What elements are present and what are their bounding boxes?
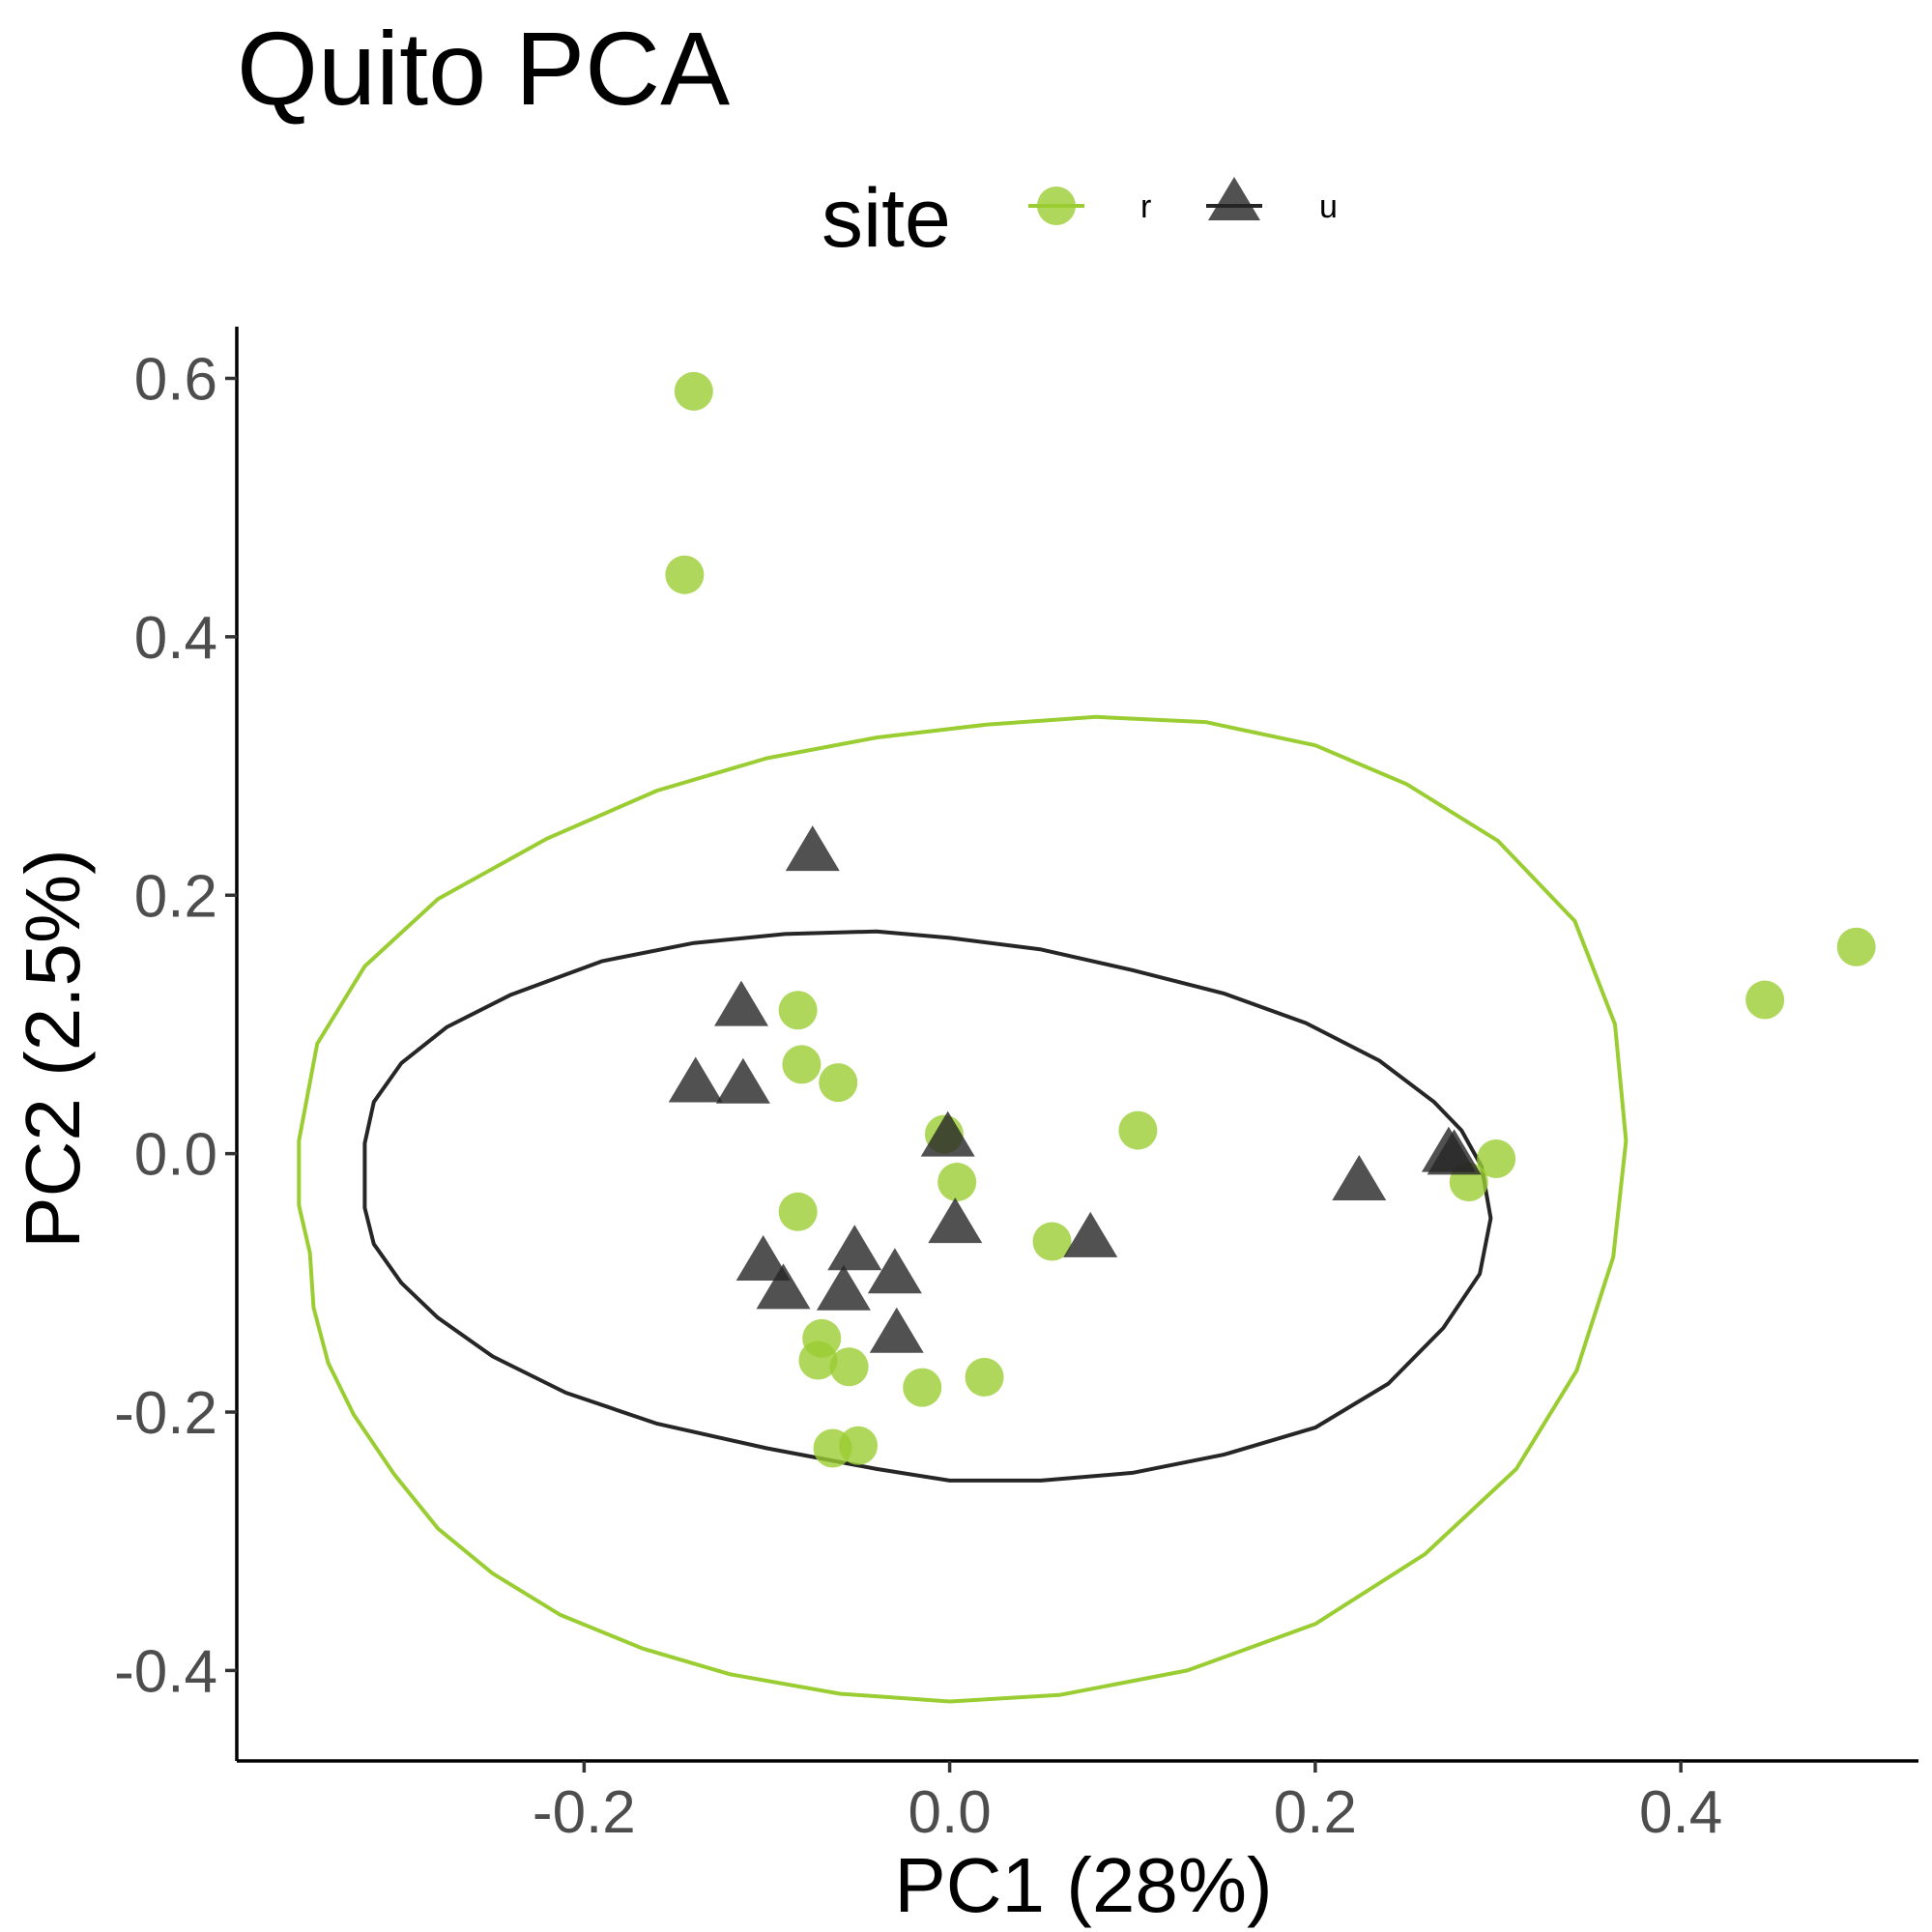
data-point-u-11	[867, 1248, 922, 1294]
data-point-r-11	[798, 1341, 838, 1380]
data-point-r-12	[829, 1347, 869, 1387]
data-point-u-15	[1427, 1129, 1482, 1175]
data-point-r-3	[782, 1045, 822, 1084]
data-point-r-2	[778, 991, 818, 1030]
chart-title: Quito PCA	[237, 10, 730, 127]
data-point-u-8	[735, 1234, 791, 1281]
data-point-r-7	[1118, 1110, 1158, 1150]
data-point-r-19	[1745, 980, 1785, 1020]
data-point-u-0	[785, 825, 840, 872]
legend-title: site	[822, 172, 951, 265]
data-point-r-0	[674, 371, 713, 411]
data-point-r-4	[819, 1063, 858, 1103]
data-point-r-13	[903, 1368, 942, 1407]
data-point-r-6	[937, 1163, 977, 1202]
y-tick-label-0: -0.4	[114, 1638, 217, 1705]
legend-key-u-triangle	[1208, 177, 1260, 220]
ellipse-r	[297, 714, 1629, 1704]
y-tick-label-4: 0.4	[134, 605, 217, 672]
data-point-r-9	[1032, 1222, 1072, 1261]
y-tick-label-3: 0.2	[134, 863, 217, 930]
legend-key-r-circle	[1037, 187, 1076, 225]
data-point-u-7	[827, 1225, 882, 1271]
x-axis-title: PC1 (28%)	[894, 1842, 1272, 1928]
data-point-u-12	[869, 1307, 924, 1353]
y-axis-title: PC2 (2.5%)	[10, 849, 96, 1248]
data-point-r-8	[778, 1192, 818, 1231]
x-tick-label-1: 0.0	[908, 1779, 992, 1846]
data-point-u-1	[714, 980, 768, 1026]
data-point-u-9	[756, 1263, 811, 1310]
y-tick-label-5: 0.6	[134, 346, 217, 413]
data-point-u-6	[1063, 1211, 1118, 1257]
x-tick-label-3: 0.4	[1639, 1779, 1722, 1846]
data-point-r-16	[839, 1426, 879, 1465]
x-tick-label-2: 0.2	[1274, 1779, 1357, 1846]
x-tick-label-0: -0.2	[533, 1779, 636, 1846]
data-point-r-1	[665, 555, 705, 594]
axes: -0.2 0.0 0.2 0.4 -0.4 -0.2 0.0 0.2 0.4 0.6	[114, 327, 1918, 1846]
data-point-r-14	[965, 1357, 1004, 1397]
legend-label-r: r	[1140, 188, 1151, 225]
legend: site r u	[822, 172, 1338, 265]
data-point-r-20	[1836, 927, 1876, 966]
data-point-u-13	[1332, 1155, 1387, 1201]
plot-area	[297, 371, 1876, 1704]
y-tick-label-1: -0.2	[114, 1380, 217, 1447]
y-tick-label-2: 0.0	[134, 1122, 217, 1189]
data-point-u-3	[715, 1057, 770, 1104]
data-point-u-4	[920, 1110, 975, 1157]
data-point-u-2	[668, 1056, 723, 1103]
data-point-u-5	[928, 1197, 983, 1244]
legend-label-u: u	[1319, 188, 1338, 225]
data-point-r-17	[1477, 1139, 1516, 1178]
data-point-u-10	[816, 1264, 871, 1311]
